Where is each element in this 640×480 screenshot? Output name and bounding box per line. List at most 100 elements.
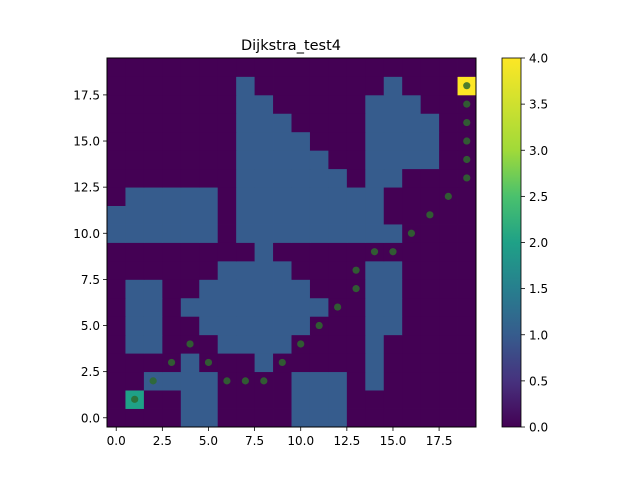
heatmap-cell xyxy=(402,168,422,188)
heatmap-cell xyxy=(420,224,440,243)
heatmap-cell xyxy=(365,94,385,114)
path-points xyxy=(131,82,471,403)
heatmap-cell xyxy=(346,205,366,225)
heatmap-cell xyxy=(217,334,237,354)
heatmap-cell xyxy=(217,390,237,409)
heatmap-cell xyxy=(180,113,200,133)
path-point xyxy=(223,377,231,385)
path-point xyxy=(297,340,305,348)
heatmap-cell xyxy=(254,279,274,299)
heatmap-cell xyxy=(254,58,274,77)
heatmap-cell xyxy=(291,94,311,114)
heatmap-cell xyxy=(439,58,458,77)
heatmap-cell xyxy=(291,187,311,206)
heatmap-cell xyxy=(143,408,163,428)
heatmap-cell xyxy=(217,353,237,373)
heatmap-cell xyxy=(383,371,403,391)
heatmap-cell xyxy=(125,408,145,428)
heatmap-cell xyxy=(125,334,145,354)
heatmap-cell xyxy=(254,94,274,114)
heatmap-cell xyxy=(143,224,163,243)
heatmap-cell xyxy=(383,316,403,336)
heatmap-cell xyxy=(180,260,200,280)
heatmap-cell xyxy=(346,242,366,262)
heatmap-cell xyxy=(107,390,126,409)
heatmap-cell xyxy=(125,76,145,96)
heatmap-cell xyxy=(254,390,274,409)
heatmap-cell xyxy=(365,224,385,243)
path-point xyxy=(407,229,416,237)
heatmap-cell xyxy=(217,297,237,317)
y-tick-label: 5.0 xyxy=(81,319,100,333)
path-point xyxy=(278,358,286,367)
path-point xyxy=(463,155,471,164)
y-tick-label: 0.0 xyxy=(81,411,100,425)
path-point xyxy=(149,377,157,385)
heatmap-cell xyxy=(291,168,311,188)
heatmap-cell xyxy=(291,113,311,133)
heatmap-cell xyxy=(125,150,145,170)
heatmap-cell xyxy=(291,279,311,299)
heatmap-cell xyxy=(365,371,385,391)
heatmap-cell xyxy=(439,334,458,354)
heatmap-cell xyxy=(402,150,422,170)
heatmap-cell xyxy=(365,279,385,299)
heatmap-cell xyxy=(328,76,348,96)
heatmap-cell xyxy=(217,279,237,299)
heatmap-cell xyxy=(346,131,366,151)
heatmap-cell xyxy=(457,408,477,428)
heatmap-cell xyxy=(457,224,477,243)
colorbar-axis: 0.0 0.5 1.0 1.5 2.0 2.5 3.0 3.5 4.0 xyxy=(521,52,548,435)
heatmap-cell xyxy=(439,371,458,391)
heatmap-cell xyxy=(162,297,182,317)
heatmap-cell xyxy=(291,150,311,170)
heatmap-cell xyxy=(457,316,477,336)
heatmap-cell xyxy=(180,353,200,373)
heatmap-cell xyxy=(199,94,219,114)
y-tick-label: 10.0 xyxy=(73,227,100,241)
heatmap-cell xyxy=(383,94,403,114)
heatmap-cell xyxy=(162,371,182,391)
colorbar-tick-label: 0.5 xyxy=(529,374,548,388)
heatmap-cell xyxy=(162,187,182,206)
heatmap-cell xyxy=(346,150,366,170)
heatmap-cell xyxy=(143,242,163,262)
heatmap-cell xyxy=(291,131,311,151)
heatmap-cell xyxy=(162,94,182,114)
y-tick-label: 2.5 xyxy=(81,365,100,379)
y-tick-label: 12.5 xyxy=(73,181,100,195)
heatmap-cell xyxy=(107,205,126,225)
heatmap-cell xyxy=(143,150,163,170)
heatmap-cell xyxy=(346,113,366,133)
heatmap-cell xyxy=(143,113,163,133)
heatmap-cell xyxy=(291,353,311,373)
heatmap-cell xyxy=(143,131,163,151)
heatmap-cell xyxy=(236,131,255,151)
heatmap-cell xyxy=(273,334,292,354)
heatmap-cell xyxy=(143,390,163,409)
heatmap-cell xyxy=(328,205,348,225)
heatmap-cell xyxy=(420,371,440,391)
heatmap-cell xyxy=(236,334,255,354)
heatmap-cell xyxy=(236,76,255,96)
heatmap-cell xyxy=(383,131,403,151)
heatmap-cell xyxy=(236,297,255,317)
heatmap-cell xyxy=(254,150,274,170)
heatmap-cell xyxy=(180,168,200,188)
heatmap-cells xyxy=(107,58,477,428)
heatmap-cell xyxy=(439,94,458,114)
heatmap-cell xyxy=(402,187,422,206)
heatmap-cell xyxy=(162,168,182,188)
heatmap-cell xyxy=(236,390,255,409)
path-point xyxy=(334,303,342,311)
heatmap-cell xyxy=(107,168,126,188)
heatmap-cell xyxy=(365,131,385,151)
heatmap-cell xyxy=(236,260,255,280)
heatmap-cell xyxy=(162,58,182,77)
heatmap-cell xyxy=(457,205,477,225)
heatmap-cell xyxy=(273,94,292,114)
heatmap-cell xyxy=(291,297,311,317)
heatmap-cell xyxy=(346,371,366,391)
x-tick-label: 2.5 xyxy=(153,434,172,448)
heatmap-cell xyxy=(180,205,200,225)
